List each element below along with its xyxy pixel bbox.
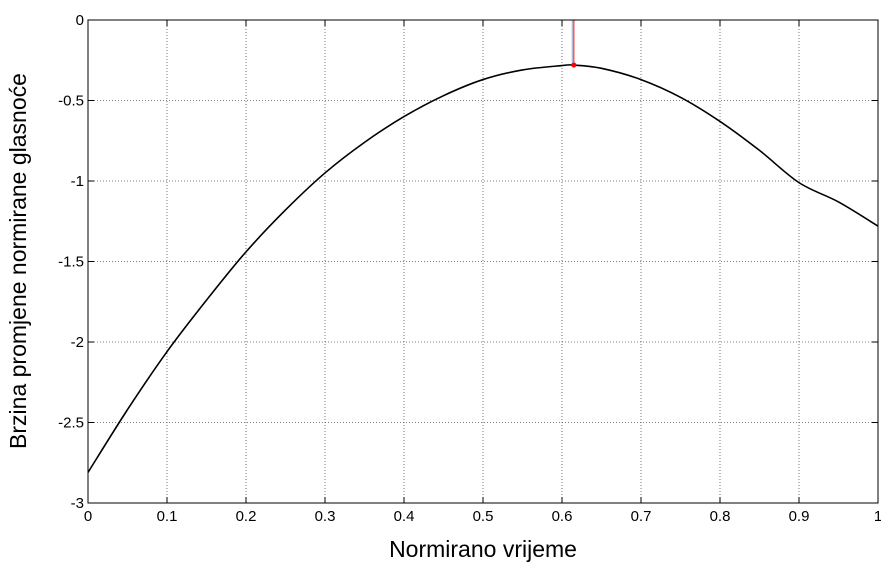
y-tick-label: -0.5 [58,93,84,110]
x-tick-label: 0.8 [710,508,731,525]
y-tick-label: -1 [71,173,84,190]
plot-frame [87,19,879,504]
y-tick-label: -1.5 [58,254,84,271]
series [87,64,879,473]
x-tick-label: 0.9 [789,508,810,525]
x-tick-label: 0.6 [552,508,573,525]
x-tick-label: 0.4 [394,508,415,525]
x-tick-label: 0.2 [236,508,257,525]
series-line [87,64,879,473]
ticks [87,19,879,504]
y-tick-label: -2.5 [58,415,84,432]
x-tick-label: 0.5 [473,508,494,525]
y-axis-title: Brzina promjene normirane glasnoće [5,73,31,449]
x-tick-label: 0 [84,508,92,525]
x-tick-label: 1 [874,508,881,525]
annotations [571,20,577,68]
x-tick-label: 0.7 [631,508,652,525]
x-tick-label: 0.1 [157,508,178,525]
peak-marker-point [571,62,577,68]
x-axis-title: Normirano vrijeme [389,536,577,562]
y-tick-label: -2 [71,334,84,351]
tick-labels: 0 0.1 0.2 0.3 0.4 0.5 0.6 0.7 0.8 0.9 1 0 -0.5 -1 -1.5… [58,12,881,525]
y-tick-label: -3 [71,495,84,512]
x-tick-label: 0.3 [315,508,336,525]
y-tick-label: 0 [76,12,84,29]
grid [88,20,878,503]
